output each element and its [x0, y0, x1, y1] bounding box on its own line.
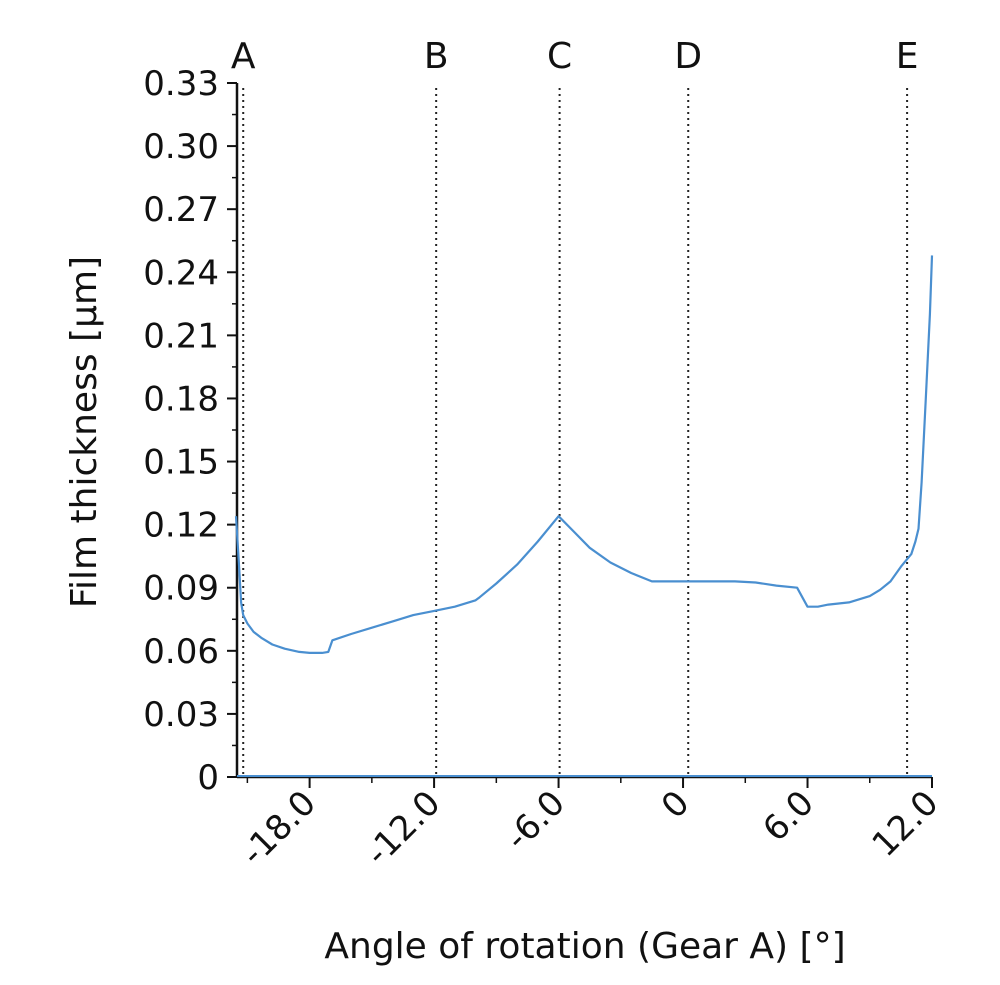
marker-label: C	[547, 36, 572, 77]
marker-label: D	[674, 36, 702, 77]
x-tick-label: -12.0	[358, 783, 448, 873]
y-axis-title: Film thickness [µm]	[64, 256, 105, 608]
x-tick-label: -18.0	[233, 783, 323, 873]
y-tick-label: 0.30	[143, 127, 219, 167]
marker-label: A	[231, 36, 256, 77]
y-tick-label: 0.33	[143, 64, 219, 104]
y-tick-label: 0	[197, 758, 219, 798]
marker-label: B	[424, 36, 449, 77]
x-tick-label: -6.0	[498, 783, 573, 858]
y-tick-label: 0.06	[143, 632, 219, 672]
y-tick-label: 0.24	[143, 253, 219, 293]
x-tick-label: 0	[654, 783, 698, 827]
y-ticks: 0 0.03 0.06 0.09 0.12 0.15 0.18 0.21 0.24 0.27 0.3…	[143, 64, 237, 798]
y-tick-label: 0.09	[143, 569, 219, 609]
y-tick-label: 0.27	[143, 190, 219, 230]
marker-label: E	[896, 36, 919, 77]
x-tick-label: 6.0	[755, 783, 822, 850]
y-tick-label: 0.12	[143, 506, 219, 546]
x-ticks: -18.0 -12.0 -6.0 0 6.0 12.0	[233, 777, 946, 874]
y-tick-label: 0.21	[143, 316, 219, 356]
x-axis-title: Angle of rotation (Gear A) [°]	[324, 926, 845, 967]
series-layer	[234, 255, 934, 654]
x-tick-label: 12.0	[865, 783, 947, 865]
marker-lines: A B C D E	[231, 36, 919, 777]
series-line	[234, 255, 934, 654]
y-tick-label: 0.15	[143, 443, 219, 483]
y-tick-label: 0.03	[143, 695, 219, 735]
y-tick-label: 0.18	[143, 379, 219, 419]
